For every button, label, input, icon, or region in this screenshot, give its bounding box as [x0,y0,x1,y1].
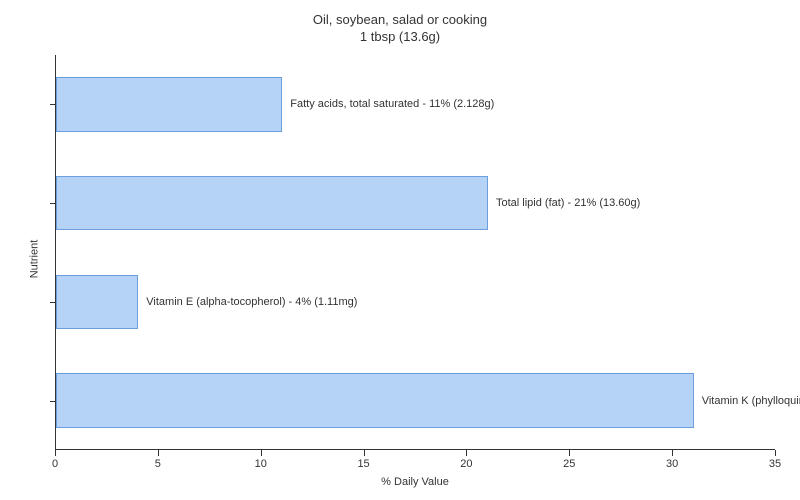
bar [56,373,694,427]
x-tick-label: 5 [155,458,161,470]
x-tick [158,450,159,456]
chart-title: Oil, soybean, salad or cooking 1 tbsp (1… [0,12,800,46]
x-tick-label: 25 [563,458,575,470]
x-tick [672,450,673,456]
bar [56,77,282,131]
y-tick [50,302,56,303]
bar [56,176,488,230]
chart-title-line2: 1 tbsp (13.6g) [360,29,440,44]
x-tick [569,450,570,456]
bar-label: Total lipid (fat) - 21% (13.60g) [496,197,640,209]
plot-area: Fatty acids, total saturated - 11% (2.12… [55,55,775,450]
x-tick [55,450,56,456]
y-tick [50,203,56,204]
y-tick [50,401,56,402]
x-tick-label: 35 [769,458,781,470]
x-tick [261,450,262,456]
bar [56,275,138,329]
x-tick-label: 0 [52,458,58,470]
bar-label: Fatty acids, total saturated - 11% (2.12… [290,98,494,110]
x-tick [364,450,365,456]
y-axis-title: Nutrient [28,239,40,278]
nutrient-chart: Oil, soybean, salad or cooking 1 tbsp (1… [0,0,800,500]
x-tick-label: 20 [460,458,472,470]
bar-label: Vitamin E (alpha-tocopherol) - 4% (1.11m… [146,296,357,308]
y-tick [50,104,56,105]
x-axis-title: % Daily Value [381,476,449,488]
x-tick [466,450,467,456]
x-tick [775,450,776,456]
bar-label: Vitamin K (phylloquinone) - 31% (25.0mcg… [702,395,800,407]
x-tick-label: 15 [357,458,369,470]
x-tick-label: 10 [255,458,267,470]
chart-title-line1: Oil, soybean, salad or cooking [313,12,487,27]
x-tick-label: 30 [666,458,678,470]
